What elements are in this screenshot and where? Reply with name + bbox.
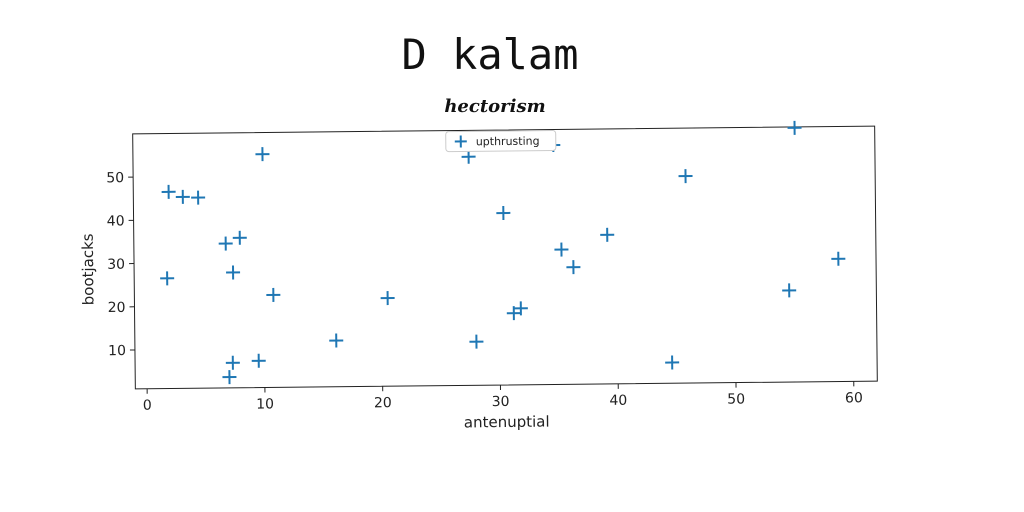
x-tick-label: 20: [374, 395, 392, 411]
x-axis-ticks: 0 10 20 30 40 50 60: [143, 381, 863, 414]
data-point: [831, 251, 846, 266]
x-axis-label: antenuptial: [464, 413, 550, 432]
data-point: [461, 149, 476, 164]
data-point: [251, 353, 266, 368]
data-point: [554, 242, 569, 257]
x-tick-label: 0: [143, 398, 152, 414]
legend-label: upthrusting: [476, 135, 540, 149]
data-point: [232, 230, 247, 245]
data-point: [225, 355, 240, 370]
data-point: [161, 184, 176, 199]
data-point: [665, 355, 680, 370]
data-point: [191, 190, 206, 205]
data-point: [380, 291, 395, 306]
y-tick-label: 30: [107, 257, 125, 273]
data-point: [175, 189, 190, 204]
x-tick-label: 50: [727, 391, 745, 407]
data-point: [222, 370, 237, 385]
data-point: [496, 205, 511, 221]
legend-box: [445, 129, 557, 153]
x-tick-label: 60: [845, 390, 863, 406]
legend: upthrusting: [445, 129, 557, 153]
data-point: [513, 301, 528, 316]
y-tick-label: 20: [108, 300, 126, 316]
y-tick-label: 10: [108, 343, 126, 359]
plot-area: [132, 125, 878, 390]
data-point: [678, 169, 693, 184]
legend-marker: [454, 135, 467, 148]
x-tick-label: 30: [492, 394, 510, 410]
data-point: [218, 236, 233, 251]
data-point: [782, 283, 797, 298]
data-point: [329, 333, 344, 348]
y-axis-ticks: 10 20 30 40 50: [106, 170, 135, 359]
data-point: [226, 265, 241, 280]
y-tick-label: 50: [106, 170, 124, 186]
y-tick-label: 40: [107, 213, 125, 229]
data-point: [600, 227, 615, 242]
y-axis-label: bootjacks: [79, 233, 98, 305]
data-point: [566, 260, 581, 275]
data-point: [506, 306, 521, 321]
data-point: [469, 334, 484, 349]
x-tick-label: 10: [256, 396, 274, 412]
data-point: [787, 120, 802, 135]
x-tick-label: 40: [609, 393, 627, 409]
data-point: [255, 147, 270, 162]
chart-title: hectorism: [444, 96, 546, 117]
data-point: [160, 271, 175, 286]
page-title: D kalam: [401, 30, 579, 79]
data-point: [266, 287, 281, 302]
